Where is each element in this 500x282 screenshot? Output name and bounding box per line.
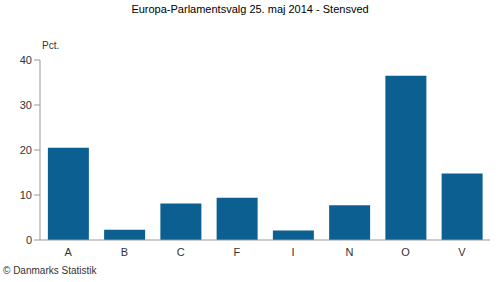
svg-text:I: I	[292, 246, 295, 258]
svg-text:O: O	[401, 246, 410, 258]
svg-text:A: A	[64, 246, 72, 258]
svg-text:V: V	[458, 246, 466, 258]
svg-text:0: 0	[26, 234, 32, 246]
html-text:Europa-Parlamentsvalg 25. maj: Europa-Parlamentsvalg 25. maj 2014 - Ste…	[131, 3, 369, 15]
svg-text:40: 40	[20, 54, 32, 66]
svg-text:F: F	[234, 246, 241, 258]
svg-text:10: 10	[20, 189, 32, 201]
svg-text:30: 30	[20, 99, 32, 111]
html-text:Pct.: Pct.	[42, 40, 60, 51]
svg-text:B: B	[121, 246, 128, 258]
svg-text:20: 20	[20, 144, 32, 156]
svg-text:C: C	[177, 246, 185, 258]
svg-text:N: N	[345, 246, 353, 258]
html-text:© Danmarks Statistik: © Danmarks Statistik	[3, 265, 97, 276]
